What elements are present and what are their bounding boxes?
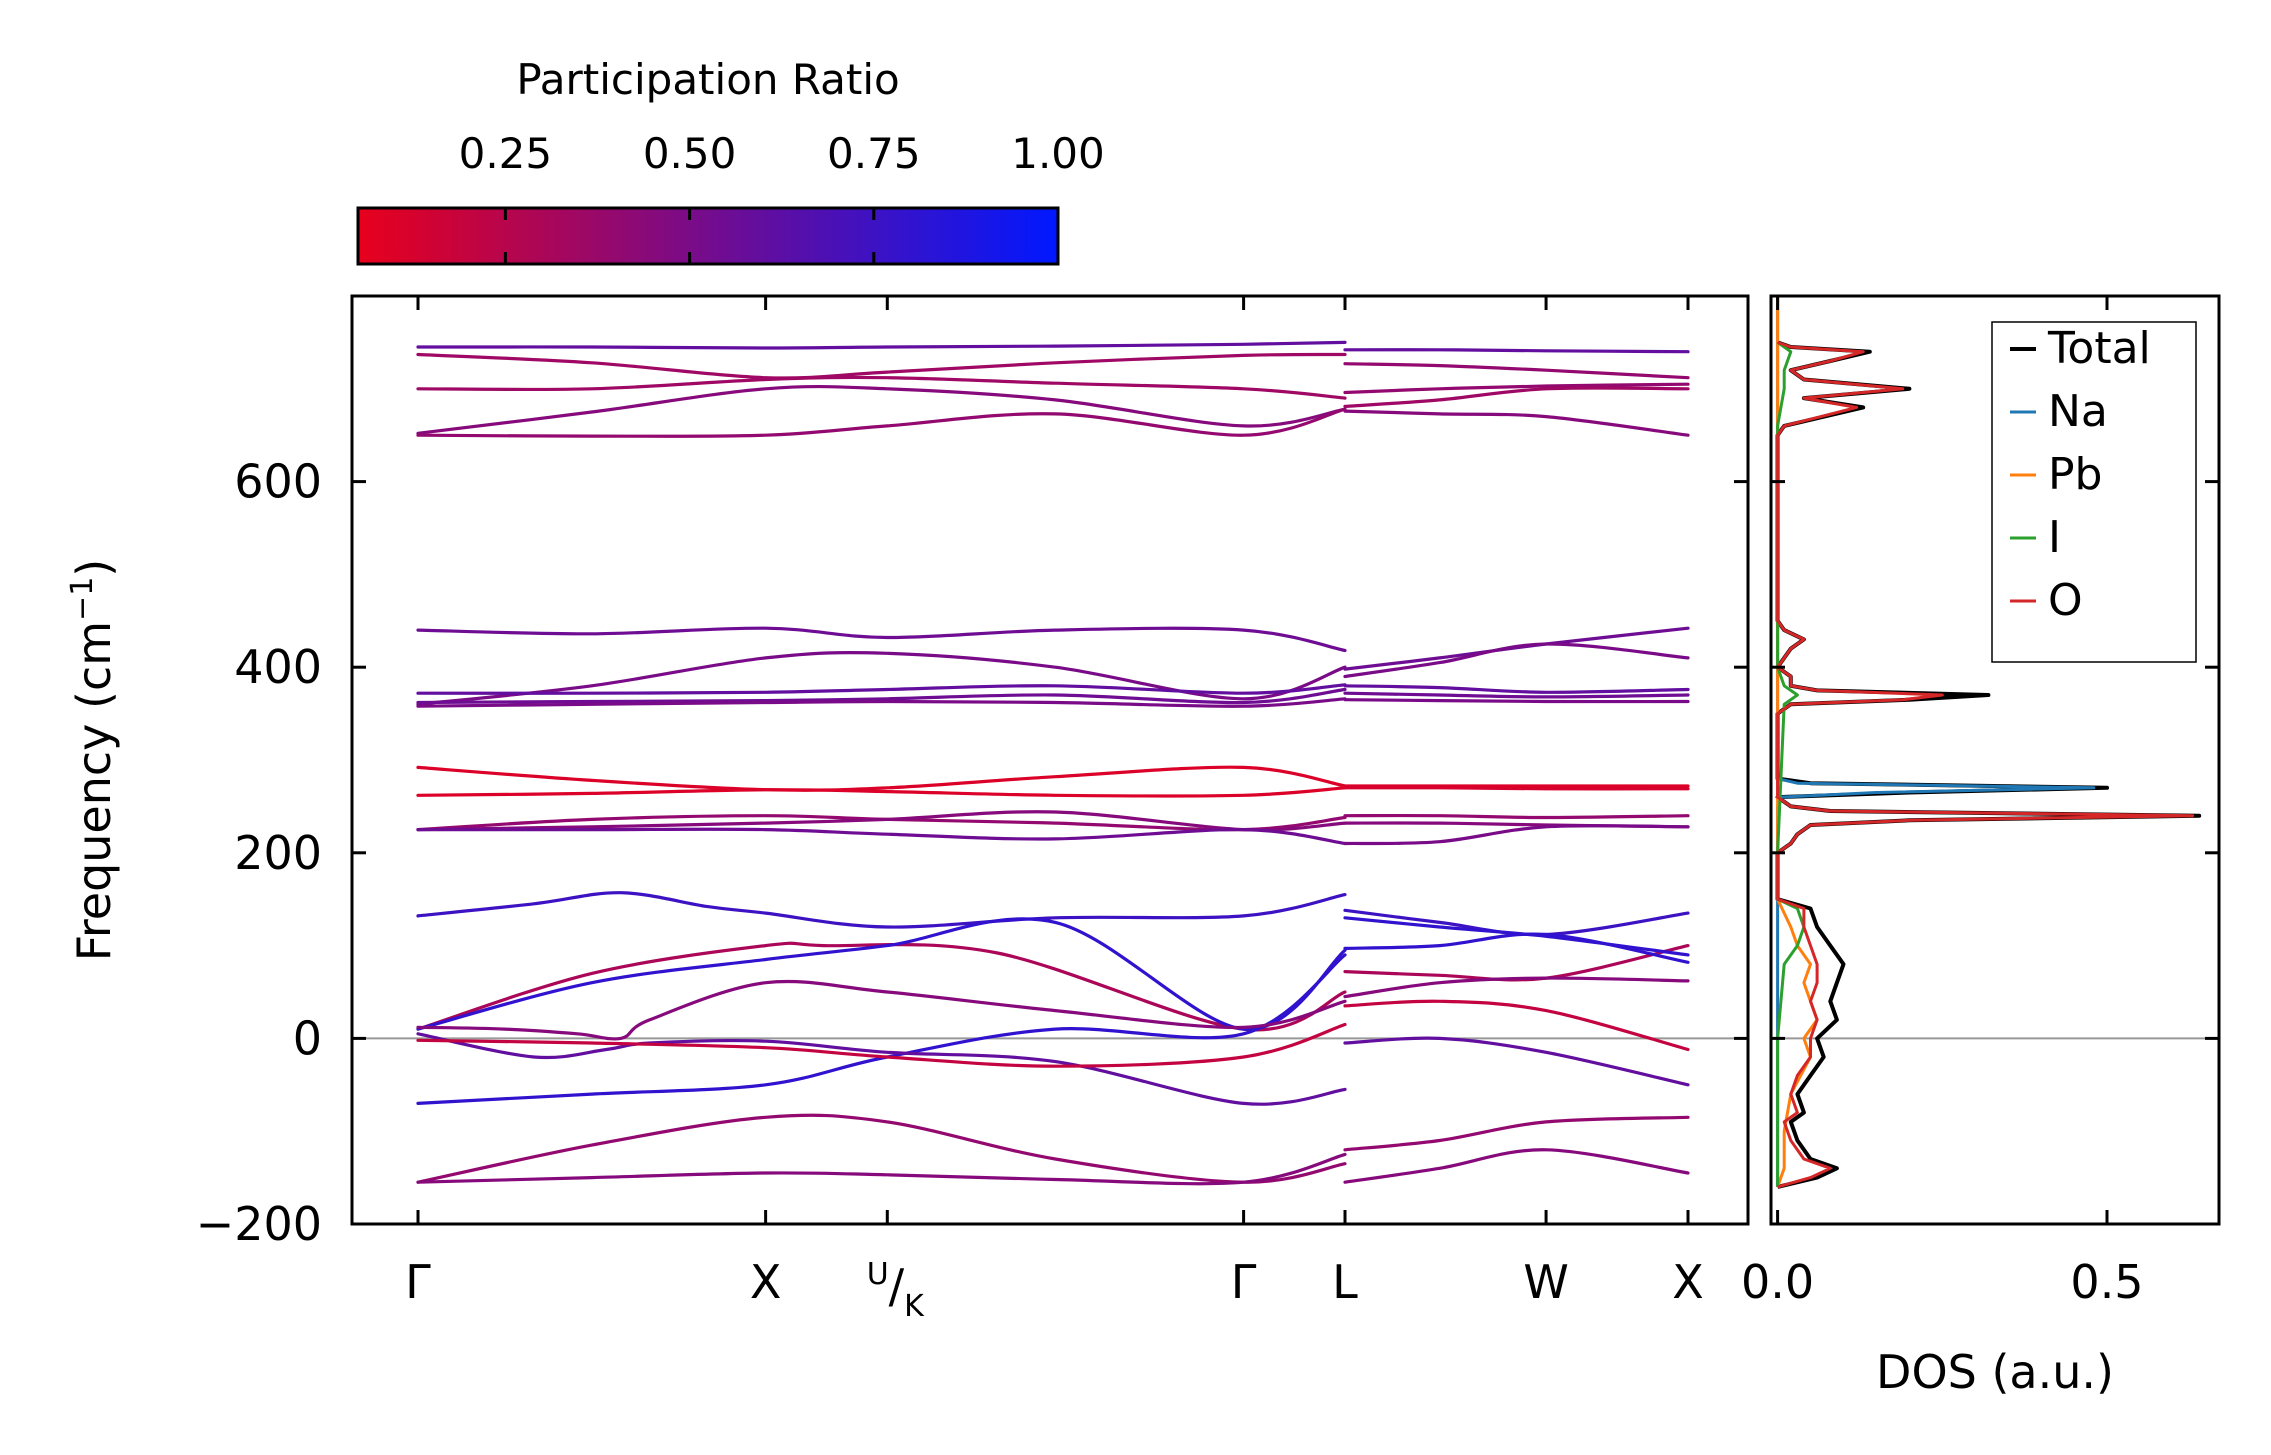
phonon-band-41 [1343,1036,1690,1087]
dos-x-tick-label: 0.0 [1741,1255,1814,1309]
phonon-band-36 [416,953,1347,1105]
colorbar-tick-label: 0.25 [459,129,553,178]
dos-curve-i [1776,341,1806,1187]
x-tick-label: L [1332,1255,1358,1309]
x-tick-label: U/K [867,1257,925,1324]
phonon-band-13 [1343,642,1690,679]
x-tick-label: X [750,1255,782,1309]
phonon-band-47 [1343,1148,1690,1184]
phonon-band-11 [1343,626,1690,671]
phonon-band-5 [1343,382,1690,395]
phonon-band-44 [416,1113,1347,1184]
phonon-band-29 [1343,824,1690,846]
phonon-band-32 [416,941,1347,1032]
legend-items: Total Na Pb IO [2010,323,2151,626]
phonon-band-46 [416,1152,1347,1186]
colorbar-tick-label: 0.75 [827,129,921,178]
phonon-band-42 [416,1022,1347,1068]
colorbar: Participation Ratio 0.25 0.50 0.75 1.00 [356,55,1105,266]
dos-axis-label: DOS (a.u.) [1876,1345,2114,1399]
phonon-band-10 [416,626,1347,653]
phonon-band-45 [1343,1115,1690,1152]
phonon-band-28 [416,827,1347,846]
phonon-band-14 [416,683,1347,695]
phonon-band-7 [1343,386,1690,408]
dos-curves [1771,296,2219,1189]
colorbar-tick-label: 0.50 [643,129,737,178]
legend-frame [1991,321,2197,663]
phonon-band-9 [1343,409,1690,437]
phonon-band-19 [1343,698,1690,704]
frequency-axis-label: Frequency (cm−1) [65,559,121,962]
dos-plot: 0.0 0.5 DOS (a.u.) Total Na Pb IO [1741,294,2221,1399]
phonon-band-35 [1343,932,1690,964]
legend-label-i: I [2048,512,2061,563]
x-tick-label-slash: / [889,1259,905,1313]
y-tick-label: 0 [293,1011,322,1065]
legend-label-total: Total [2047,323,2151,374]
phonon-band-37 [1343,916,1690,957]
x-tick-label: Γ [405,1255,431,1309]
phonon-band-34 [416,917,1347,1031]
phonon-band-6 [416,384,1347,435]
y-tick-label: −200 [196,1197,322,1251]
dos-x-tick-label: 0.5 [2070,1255,2143,1309]
phonon-band-17 [1343,691,1690,699]
dos-x-ticks: 0.0 0.5 [1741,296,2144,1309]
phonon-band-15 [1343,684,1690,694]
colorbar-tick-label: 1.00 [1011,129,1105,178]
band-structure-plot: −200 0 200 400 600 Γ X U/K Γ L W X Frequency (cm−1… [65,294,1750,1324]
phonon-band-25 [1343,813,1690,820]
phonon-band-1 [1343,348,1690,354]
x-tick-label: X [1672,1255,1704,1309]
y-tick-label: 400 [234,640,322,694]
legend-label-na: Na [2048,386,2108,437]
legend-label-o: O [2048,575,2083,626]
phonon-band-20 [416,765,1347,792]
x-tick-label-sup: U [867,1257,889,1292]
dos-curve-o [1776,340,2195,1189]
phonon-band-30 [416,891,1347,929]
band-plot-frame [350,294,1750,1226]
frequency-axis-ticks: −200 0 200 400 600 [196,455,1748,1251]
x-tick-label: W [1523,1255,1568,1309]
phonon-band-39 [1343,976,1690,999]
phonon-band-12 [416,650,1347,706]
x-tick-label-sub: K [904,1289,925,1324]
phonon-band-3 [1343,362,1690,380]
phonon-band-16 [416,687,1347,705]
frequency-unit-superscript: −1 [65,577,100,621]
phonon-band-8 [416,407,1347,438]
dos-legend: Total Na Pb IO [1991,321,2197,663]
phonon-band-38 [416,979,1347,1041]
dos-plot-frame [1769,294,2221,1226]
phonon-band-2 [416,352,1347,380]
phonon-band-4 [416,375,1347,400]
phonon-band-18 [416,697,1347,708]
colorbar-gradient [356,206,1060,266]
phonon-band-40 [416,1032,1347,1106]
colorbar-title: Participation Ratio [516,55,899,104]
phonon-band-43 [1343,999,1690,1052]
y-tick-label: 600 [234,455,322,509]
phonon-band-0 [416,340,1347,350]
q-path-axis-ticks: Γ X U/K Γ L W X [405,296,1704,1324]
phonon-band-22 [416,786,1347,798]
legend-label-pb: Pb [2048,449,2102,500]
x-tick-label: Γ [1231,1255,1257,1309]
colorbar-ticks: 0.25 0.50 0.75 1.00 [459,129,1105,264]
phonon-bands [416,340,1690,1186]
phonon-band-23 [1343,786,1690,791]
y-tick-label: 200 [234,826,322,880]
